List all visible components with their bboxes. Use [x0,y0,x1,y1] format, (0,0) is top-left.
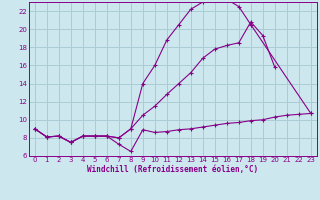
X-axis label: Windchill (Refroidissement éolien,°C): Windchill (Refroidissement éolien,°C) [87,165,258,174]
